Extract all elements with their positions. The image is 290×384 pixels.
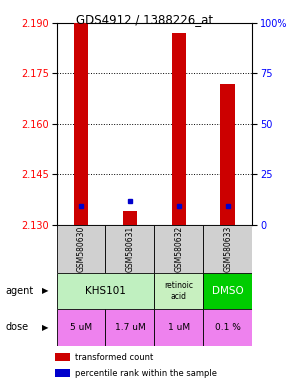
Bar [203, 225, 252, 273]
Bar [55, 369, 70, 377]
Text: 0.1 %: 0.1 % [215, 323, 241, 332]
Text: DMSO: DMSO [212, 286, 244, 296]
Bar [220, 83, 235, 225]
Text: GSM580631: GSM580631 [126, 225, 135, 272]
Text: dose: dose [6, 322, 29, 333]
Text: GSM580633: GSM580633 [223, 225, 232, 272]
Bar [172, 33, 186, 225]
Text: percentile rank within the sample: percentile rank within the sample [75, 369, 218, 378]
Text: ▶: ▶ [42, 286, 48, 295]
Bar [57, 225, 106, 273]
Text: 5 uM: 5 uM [70, 323, 92, 332]
Text: 1.7 uM: 1.7 uM [115, 323, 145, 332]
Bar [57, 273, 154, 309]
Bar [203, 309, 252, 346]
Text: GDS4912 / 1388226_at: GDS4912 / 1388226_at [77, 13, 213, 26]
Bar [203, 273, 252, 309]
Bar [57, 309, 106, 346]
Bar [74, 23, 88, 225]
Text: retinoic
acid: retinoic acid [164, 281, 193, 301]
Text: GSM580630: GSM580630 [77, 225, 86, 272]
Text: transformed count: transformed count [75, 353, 154, 362]
Text: KHS101: KHS101 [85, 286, 126, 296]
Bar [123, 211, 137, 225]
Bar [106, 225, 154, 273]
Bar [154, 225, 203, 273]
Bar [106, 309, 154, 346]
Bar [154, 273, 203, 309]
Text: agent: agent [6, 286, 34, 296]
Bar [154, 309, 203, 346]
Bar [55, 353, 70, 361]
Text: 1 uM: 1 uM [168, 323, 190, 332]
Text: GSM580632: GSM580632 [174, 225, 183, 272]
Text: ▶: ▶ [42, 323, 48, 332]
